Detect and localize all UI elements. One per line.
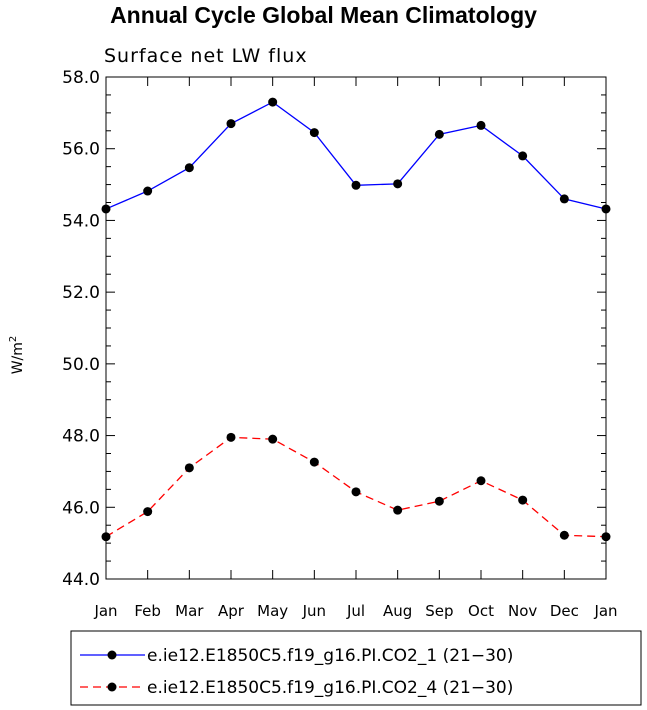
plot-frame (105, 76, 607, 580)
x-tick-label: Feb (134, 602, 161, 620)
y-axis-title: W/m2 (8, 336, 26, 375)
x-tick-label: Nov (508, 602, 537, 620)
legend-label-2: e.ie12.E1850C5.f19_g16.PI.CO2_4 (21−30) (147, 678, 513, 698)
series-line-1 (105, 101, 607, 210)
series-2-point (268, 434, 278, 444)
series-2-point (559, 530, 569, 540)
series-2-point (309, 457, 319, 467)
legend: e.ie12.E1850C5.f19_g16.PI.CO2_1 (21−30) e… (70, 630, 642, 706)
chart-title: Annual Cycle Global Mean Climatology (110, 2, 537, 28)
series-1-point (226, 119, 236, 129)
series-1-point (351, 180, 361, 190)
series-2-point (601, 532, 611, 542)
series-1-point (559, 194, 569, 204)
y-tick-label: 44.0 (62, 570, 100, 590)
x-tick-label: Jan (593, 602, 617, 620)
legend-label-1: e.ie12.E1850C5.f19_g16.PI.CO2_1 (21−30) (147, 646, 513, 666)
series-1-point (476, 120, 486, 130)
y-tick-label: 58.0 (62, 68, 100, 88)
series-1-point (434, 129, 444, 139)
series-2-point (351, 487, 361, 497)
series-1-point (268, 97, 278, 107)
axis-ticks: 44.0 46.0 48.0 50.0 52.0 54.0 56.0 58.0 Jan Feb Ma… (62, 68, 617, 620)
series-line-2 (105, 436, 607, 538)
series-1-point (309, 128, 319, 138)
series-2-point (101, 532, 111, 542)
series-2-point (476, 476, 486, 486)
series-2-point (226, 432, 236, 442)
series-2-point (393, 505, 403, 515)
x-tick-label: Apr (218, 602, 245, 620)
y-axis-title-superscript: 2 (8, 336, 19, 342)
x-tick-label: Sep (425, 602, 453, 620)
series-layer (101, 97, 611, 542)
y-axis-title-main: W/m (10, 342, 26, 374)
y-tick-label: 54.0 (62, 211, 100, 231)
y-tick-label: 46.0 (62, 498, 100, 518)
x-tick-label: Jul (346, 602, 365, 620)
series-1-point (601, 204, 611, 214)
series-1-point (101, 204, 111, 214)
x-tick-label: Oct (468, 602, 494, 620)
series-2-point (184, 463, 194, 473)
x-tick-label: Jan (93, 602, 117, 620)
legend-marker-2 (107, 682, 117, 692)
series-2-point (143, 507, 153, 517)
x-tick-label: May (257, 602, 288, 620)
series-1-point (143, 186, 153, 196)
legend-marker-1 (107, 650, 117, 660)
y-tick-label: 56.0 (62, 140, 100, 160)
x-tick-label: Mar (175, 602, 204, 620)
series-1-point (518, 151, 528, 161)
y-tick-label: 50.0 (62, 355, 100, 375)
x-tick-label: Jun (302, 602, 326, 620)
chart-subtitle: Surface net LW flux (104, 45, 308, 67)
series-2-point (518, 495, 528, 505)
x-tick-label: Aug (383, 602, 412, 620)
series-2-point (434, 496, 444, 506)
series-1-point (393, 179, 403, 189)
y-tick-label: 52.0 (62, 283, 100, 303)
y-tick-label: 48.0 (62, 427, 100, 447)
series-1-point (184, 163, 194, 173)
legend-box (70, 630, 642, 706)
x-tick-label: Dec (550, 602, 579, 620)
